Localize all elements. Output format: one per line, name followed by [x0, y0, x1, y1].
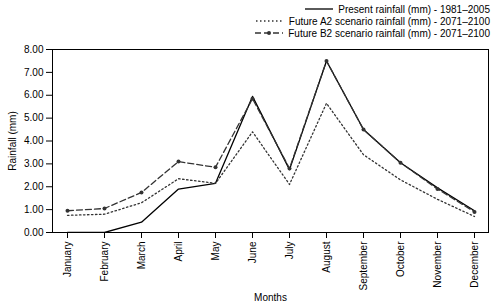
svg-text:August: August: [321, 241, 332, 272]
svg-text:July: July: [284, 242, 295, 260]
svg-text:Rainfall (mm): Rainfall (mm): [7, 111, 18, 170]
svg-text:3.00: 3.00: [24, 158, 44, 169]
html-text:Future A2 scenario rainfall (m: Future A2 scenario rainfall (mm) - 2071–…: [288, 15, 490, 27]
svg-text:7.00: 7.00: [24, 67, 44, 78]
svg-text:April: April: [173, 242, 184, 262]
svg-text:May: May: [210, 242, 221, 261]
svg-text:4.00: 4.00: [24, 135, 44, 146]
svg-text:Months: Months: [254, 292, 287, 303]
html-text:Present rainfall (mm) - 1981–2: Present rainfall (mm) - 1981–2005: [338, 3, 490, 15]
svg-text:September: September: [358, 241, 369, 291]
svg-text:0.00: 0.00: [24, 227, 44, 238]
svg-text:December: December: [469, 241, 480, 288]
svg-text:January: January: [62, 242, 73, 278]
svg-text:March: March: [136, 242, 147, 270]
svg-text:1.00: 1.00: [24, 204, 44, 215]
svg-text:February: February: [99, 242, 110, 282]
svg-text:October: October: [395, 241, 406, 277]
svg-text:2.00: 2.00: [24, 181, 44, 192]
svg-text:6.00: 6.00: [24, 89, 44, 100]
svg-text:June: June: [247, 241, 258, 263]
html-text:Future B2 scenario rainfall (m: Future B2 scenario rainfall (mm) - 2071–…: [288, 27, 490, 39]
svg-text:November: November: [432, 241, 443, 288]
svg-text:8.00: 8.00: [24, 44, 44, 55]
svg-text:5.00: 5.00: [24, 112, 44, 123]
